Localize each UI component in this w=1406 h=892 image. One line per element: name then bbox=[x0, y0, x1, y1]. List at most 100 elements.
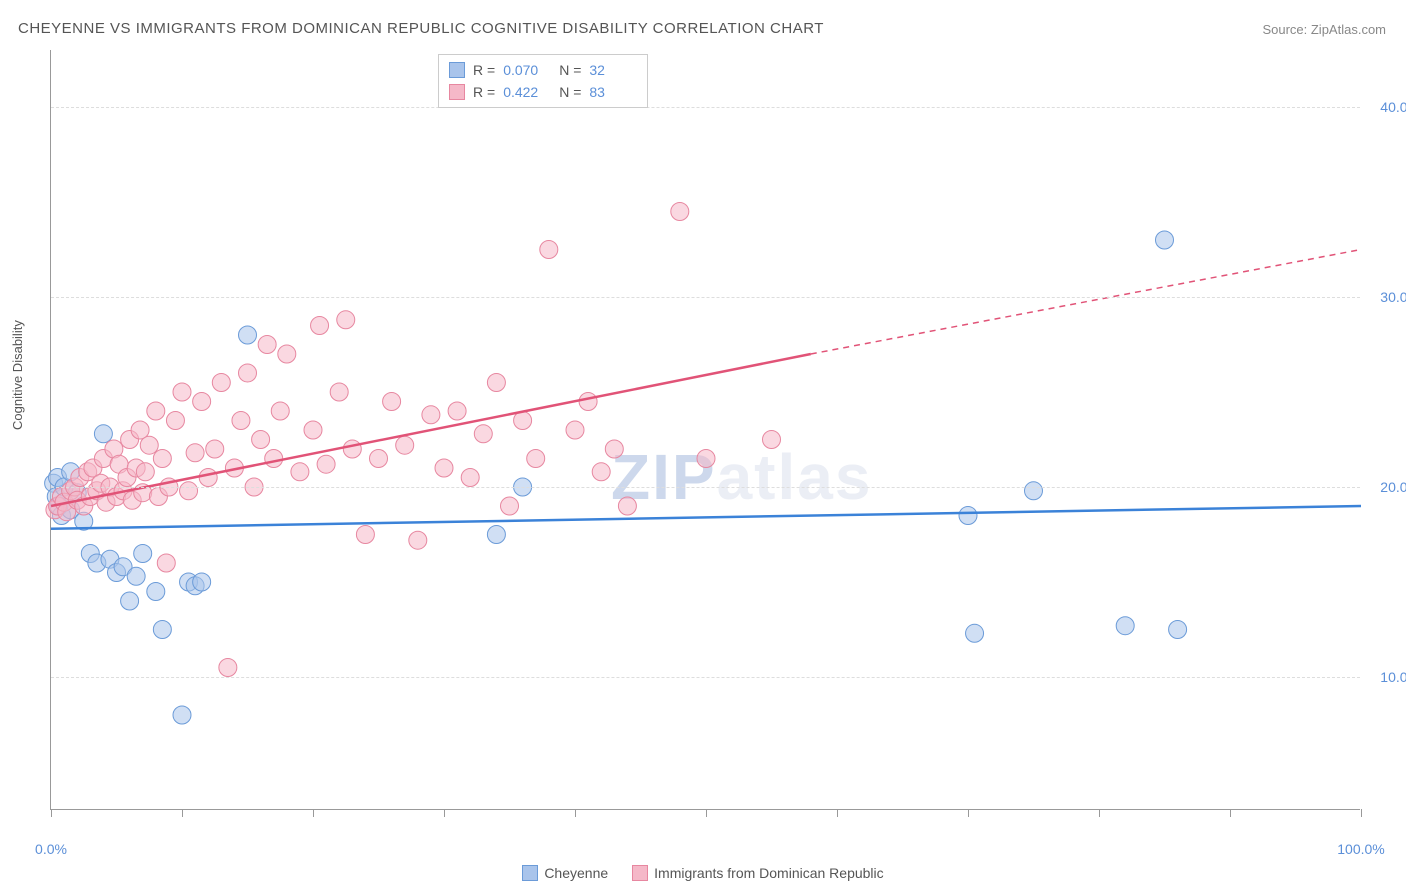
scatter-point-cheyenne bbox=[153, 621, 171, 639]
r-value: 0.070 bbox=[503, 62, 551, 78]
grid-line bbox=[51, 107, 1360, 108]
legend-swatch bbox=[449, 62, 465, 78]
scatter-point-cheyenne bbox=[94, 425, 112, 443]
scatter-point-dominican bbox=[605, 440, 623, 458]
y-tick-label: 20.0% bbox=[1380, 479, 1406, 495]
scatter-point-dominican bbox=[153, 450, 171, 468]
scatter-point-cheyenne bbox=[966, 624, 984, 642]
scatter-point-dominican bbox=[140, 436, 158, 454]
r-label: R = bbox=[473, 62, 495, 78]
scatter-point-dominican bbox=[317, 455, 335, 473]
x-tick bbox=[837, 809, 838, 817]
scatter-point-cheyenne bbox=[147, 583, 165, 601]
scatter-point-dominican bbox=[448, 402, 466, 420]
r-label: R = bbox=[473, 84, 495, 100]
legend-label: Cheyenne bbox=[544, 865, 608, 881]
x-tick bbox=[1099, 809, 1100, 817]
scatter-point-dominican bbox=[396, 436, 414, 454]
scatter-point-dominican bbox=[265, 450, 283, 468]
scatter-point-dominican bbox=[579, 393, 597, 411]
r-value: 0.422 bbox=[503, 84, 551, 100]
x-tick bbox=[706, 809, 707, 817]
x-tick bbox=[575, 809, 576, 817]
n-value: 83 bbox=[589, 84, 637, 100]
legend-swatch bbox=[522, 865, 538, 881]
scatter-point-dominican bbox=[383, 393, 401, 411]
y-tick-label: 30.0% bbox=[1380, 289, 1406, 305]
scatter-point-cheyenne bbox=[959, 507, 977, 525]
x-tick bbox=[968, 809, 969, 817]
grid-line bbox=[51, 677, 1360, 678]
scatter-point-cheyenne bbox=[1116, 617, 1134, 635]
scatter-point-dominican bbox=[304, 421, 322, 439]
scatter-point-dominican bbox=[219, 659, 237, 677]
scatter-point-dominican bbox=[343, 440, 361, 458]
y-tick-label: 40.0% bbox=[1380, 99, 1406, 115]
x-tick bbox=[1230, 809, 1231, 817]
grid-line bbox=[51, 297, 1360, 298]
scatter-point-dominican bbox=[212, 374, 230, 392]
scatter-point-dominican bbox=[370, 450, 388, 468]
trend-line-dominican bbox=[51, 354, 811, 506]
scatter-point-dominican bbox=[697, 450, 715, 468]
scatter-point-dominican bbox=[337, 311, 355, 329]
scatter-point-dominican bbox=[173, 383, 191, 401]
scatter-point-dominican bbox=[136, 463, 154, 481]
bottom-legend-item-cheyenne: Cheyenne bbox=[522, 865, 608, 881]
scatter-point-dominican bbox=[514, 412, 532, 430]
chart-title: CHEYENNE VS IMMIGRANTS FROM DOMINICAN RE… bbox=[18, 20, 824, 37]
scatter-point-cheyenne bbox=[173, 706, 191, 724]
n-label: N = bbox=[559, 84, 581, 100]
legend-swatch bbox=[449, 84, 465, 100]
scatter-point-dominican bbox=[422, 406, 440, 424]
scatter-point-dominican bbox=[461, 469, 479, 487]
scatter-point-dominican bbox=[291, 463, 309, 481]
scatter-point-dominican bbox=[206, 440, 224, 458]
scatter-point-dominican bbox=[671, 203, 689, 221]
scatter-point-cheyenne bbox=[1025, 482, 1043, 500]
scatter-point-dominican bbox=[540, 241, 558, 259]
trend-line-dashed-dominican bbox=[811, 250, 1361, 355]
bottom-legend: Cheyenne Immigrants from Dominican Republ… bbox=[0, 865, 1406, 884]
scatter-point-dominican bbox=[278, 345, 296, 363]
scatter-point-dominican bbox=[186, 444, 204, 462]
x-tick bbox=[1361, 809, 1362, 817]
legend-top: R = 0.070 N = 32 R = 0.422 N = 83 bbox=[438, 54, 648, 108]
grid-line bbox=[51, 487, 1360, 488]
scatter-point-dominican bbox=[356, 526, 374, 544]
x-tick bbox=[51, 809, 52, 817]
y-tick-label: 10.0% bbox=[1380, 669, 1406, 685]
scatter-point-cheyenne bbox=[193, 573, 211, 591]
source-label: Source: ZipAtlas.com bbox=[1262, 22, 1386, 37]
x-tick-label: 100.0% bbox=[1337, 841, 1384, 857]
scatter-point-dominican bbox=[435, 459, 453, 477]
legend-top-row-cheyenne: R =0.070N =32 bbox=[449, 59, 637, 81]
legend-label: Immigrants from Dominican Republic bbox=[654, 865, 884, 881]
scatter-point-dominican bbox=[199, 469, 217, 487]
scatter-point-dominican bbox=[258, 336, 276, 354]
x-tick bbox=[313, 809, 314, 817]
scatter-point-dominican bbox=[330, 383, 348, 401]
scatter-point-cheyenne bbox=[487, 526, 505, 544]
scatter-point-cheyenne bbox=[134, 545, 152, 563]
legend-top-row-dominican: R = 0.422 N = 83 bbox=[449, 81, 637, 103]
scatter-point-cheyenne bbox=[121, 592, 139, 610]
scatter-point-dominican bbox=[487, 374, 505, 392]
scatter-point-dominican bbox=[474, 425, 492, 443]
scatter-point-cheyenne bbox=[239, 326, 257, 344]
x-tick bbox=[444, 809, 445, 817]
scatter-point-dominican bbox=[592, 463, 610, 481]
scatter-point-dominican bbox=[157, 554, 175, 572]
n-value: 32 bbox=[589, 62, 637, 78]
x-tick bbox=[182, 809, 183, 817]
scatter-point-dominican bbox=[166, 412, 184, 430]
scatter-point-dominican bbox=[618, 497, 636, 515]
trend-line-cheyenne bbox=[51, 506, 1361, 529]
scatter-point-dominican bbox=[193, 393, 211, 411]
legend-swatch bbox=[632, 865, 648, 881]
x-tick-label: 0.0% bbox=[35, 841, 67, 857]
plot-area: ZIPatlas 10.0%20.0%30.0%40.0%0.0%100.0% bbox=[50, 50, 1360, 810]
scatter-point-dominican bbox=[147, 402, 165, 420]
scatter-point-dominican bbox=[271, 402, 289, 420]
bottom-legend-item-dominican: Immigrants from Dominican Republic bbox=[632, 865, 884, 881]
